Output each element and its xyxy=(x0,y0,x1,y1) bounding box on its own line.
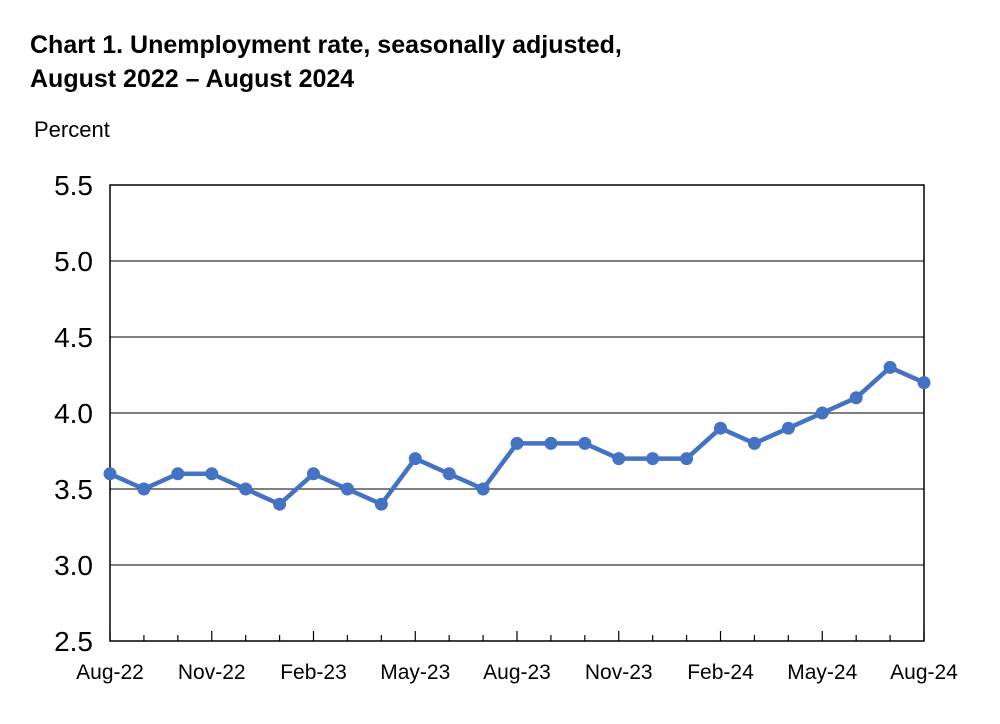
data-point xyxy=(544,436,558,450)
y-tick-label: 3.5 xyxy=(54,474,93,505)
data-point xyxy=(239,482,253,496)
data-point xyxy=(781,421,795,435)
data-point xyxy=(408,452,422,466)
data-point xyxy=(442,467,456,481)
y-tick-label: 2.5 xyxy=(54,626,93,657)
data-point xyxy=(646,452,660,466)
data-point xyxy=(103,467,117,481)
x-tick-label: Feb-23 xyxy=(280,661,347,684)
y-tick-label: 4.0 xyxy=(54,398,93,429)
series-line xyxy=(109,365,925,507)
data-point xyxy=(849,391,863,405)
y-tick-label: 3.0 xyxy=(54,550,93,581)
data-point xyxy=(917,376,931,390)
data-point xyxy=(612,452,626,466)
data-point xyxy=(815,406,829,420)
data-point xyxy=(714,421,727,435)
data-point xyxy=(476,482,490,496)
y-tick-label: 4.5 xyxy=(54,322,93,353)
x-tick-label: May-23 xyxy=(380,661,450,684)
data-point xyxy=(205,467,219,481)
data-point xyxy=(340,482,354,496)
x-tick-label: Aug-22 xyxy=(76,661,144,684)
data-point xyxy=(273,497,287,511)
y-tick-label: 5.5 xyxy=(54,170,93,201)
x-tick-label: May-24 xyxy=(787,661,857,684)
y-tick-label: 5.0 xyxy=(54,246,93,277)
data-point xyxy=(680,452,694,466)
data-point xyxy=(510,436,524,450)
x-tick-label: Nov-22 xyxy=(178,661,246,684)
data-point xyxy=(307,467,320,481)
data-point xyxy=(374,497,388,511)
data-point xyxy=(883,360,897,374)
chart-title: Chart 1. Unemployment rate, seasonally a… xyxy=(30,28,622,96)
y-axis-label: Percent xyxy=(34,117,110,142)
chart-subtitle: August 2022 – August 2024 xyxy=(30,65,355,93)
data-point xyxy=(747,436,761,450)
chart-title-line1: Chart 1. Unemployment rate, seasonally a… xyxy=(30,31,622,59)
x-tick-label: Feb-24 xyxy=(687,661,754,684)
data-point xyxy=(578,436,592,450)
x-tick-label: Aug-24 xyxy=(890,661,958,684)
data-point xyxy=(137,482,151,496)
data-point xyxy=(171,467,185,481)
x-tick-label: Aug-23 xyxy=(483,661,551,684)
x-tick-label: Nov-23 xyxy=(585,661,653,684)
